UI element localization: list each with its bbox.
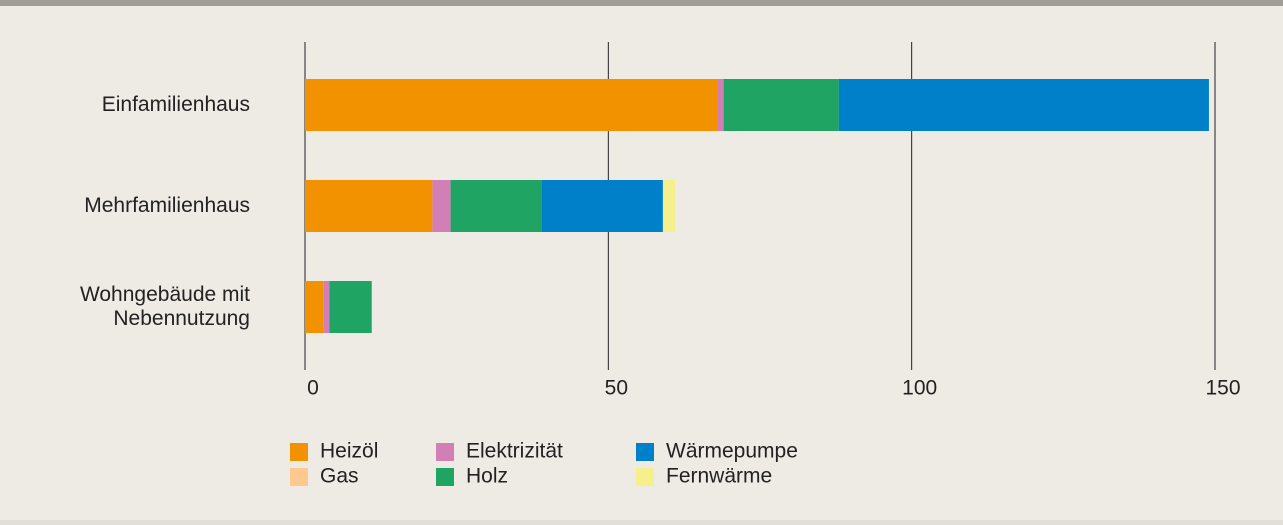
bar-segment [305, 281, 324, 333]
legend-label: Elektrizität [466, 440, 563, 463]
category-label: Mehrfamilienhaus [84, 194, 250, 217]
legend-label: Holz [466, 465, 508, 488]
bar-segment [432, 180, 451, 232]
legend-swatch [290, 443, 308, 461]
bar-segment [541, 180, 663, 232]
legend-swatch [636, 443, 654, 461]
category-label: Einfamilienhaus [101, 93, 250, 116]
legend-swatch [290, 468, 308, 486]
bar-segment [329, 281, 372, 333]
bar-segment [723, 79, 839, 131]
bottom-rule [0, 520, 1283, 525]
x-tick-label: 50 [605, 377, 628, 400]
legend-label: Wärmepumpe [666, 440, 798, 463]
legend-label: Fernwärme [666, 465, 772, 488]
legend-label: Heizöl [320, 440, 378, 463]
bar-segment [305, 180, 433, 232]
bar-segment [450, 180, 542, 232]
legend-label: Gas [320, 465, 359, 488]
bar-segment [662, 180, 676, 232]
legend-swatch [436, 468, 454, 486]
bar-segment [305, 79, 718, 131]
bar-segment [717, 79, 724, 131]
x-tick-label: 150 [1205, 377, 1240, 400]
x-tick-label: 0 [307, 377, 319, 400]
category-label: Wohngebäude mit Nebennutzung [79, 283, 250, 330]
bar-segment [838, 79, 1209, 131]
legend-swatch [636, 468, 654, 486]
top-rule [0, 0, 1283, 6]
legend-swatch [436, 443, 454, 461]
bar-segment [323, 281, 330, 333]
x-tick-label: 100 [902, 377, 937, 400]
